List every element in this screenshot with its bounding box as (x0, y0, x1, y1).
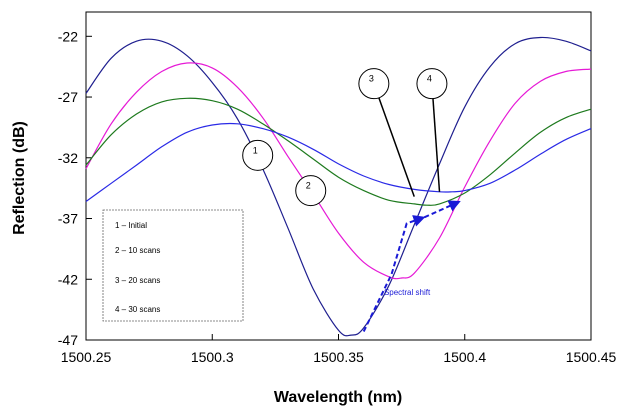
y-axis: -22 -27 -32 -37 -42 -47 (58, 28, 92, 348)
callout-label-4: 4 (427, 74, 432, 84)
y-tick-label: -42 (58, 271, 78, 287)
y-tick-label: -47 (58, 332, 78, 348)
legend-item-2: 2 – 10 scans (115, 246, 160, 255)
legend-item-4: 4 – 30 scans (115, 305, 160, 314)
x-tick-label: 1500.25 (61, 349, 112, 365)
legend-box: 1 – Initial 2 – 10 scans 3 – 20 scans 4 … (102, 209, 244, 322)
x-axis: 1500.25 1500.3 1500.35 1500.4 1500.45 (61, 334, 617, 365)
callout-circle-3 (358, 68, 390, 100)
x-tick-label: 1500.3 (191, 349, 234, 365)
callout-arrow-4 (427, 85, 441, 192)
callout-circle-4 (416, 68, 448, 100)
spectral-shift-arrow (423, 200, 461, 219)
legend-item-3: 3 – 20 scans (115, 276, 160, 285)
callout-layer: 1 2 3 4 (242, 68, 448, 207)
callout-label-1: 1 (253, 145, 258, 155)
callout-label-2: 2 (306, 181, 311, 191)
callout-arrow-3 (373, 85, 415, 197)
x-axis-title: Wavelength (nm) (274, 389, 402, 406)
callout-circle-1 (242, 139, 274, 171)
x-tick-label: 1500.35 (313, 349, 364, 365)
y-tick-label: -37 (58, 211, 78, 227)
series-line-4 (85, 122, 592, 202)
legend-item-1: 1 – Initial (115, 221, 147, 230)
y-tick-label: -32 (58, 150, 78, 166)
annotation-layer: Spectral shift (362, 200, 461, 332)
y-tick-label: -27 (58, 89, 78, 105)
callout-label-3: 3 (369, 74, 374, 84)
spectral-shift-label: Spectral shift (384, 288, 431, 297)
y-tick-label: -22 (58, 28, 78, 44)
series-line-1 (85, 36, 592, 337)
spectral-shift-path (362, 215, 426, 332)
callout-circle-2 (295, 175, 327, 207)
x-tick-label: 1500.4 (443, 349, 486, 365)
y-axis-title: Reflection (dB) (11, 121, 28, 235)
series-layer (85, 36, 592, 337)
series-line-2 (85, 62, 592, 280)
x-tick-label: 1500.45 (566, 349, 617, 365)
series-line-3 (85, 97, 592, 206)
